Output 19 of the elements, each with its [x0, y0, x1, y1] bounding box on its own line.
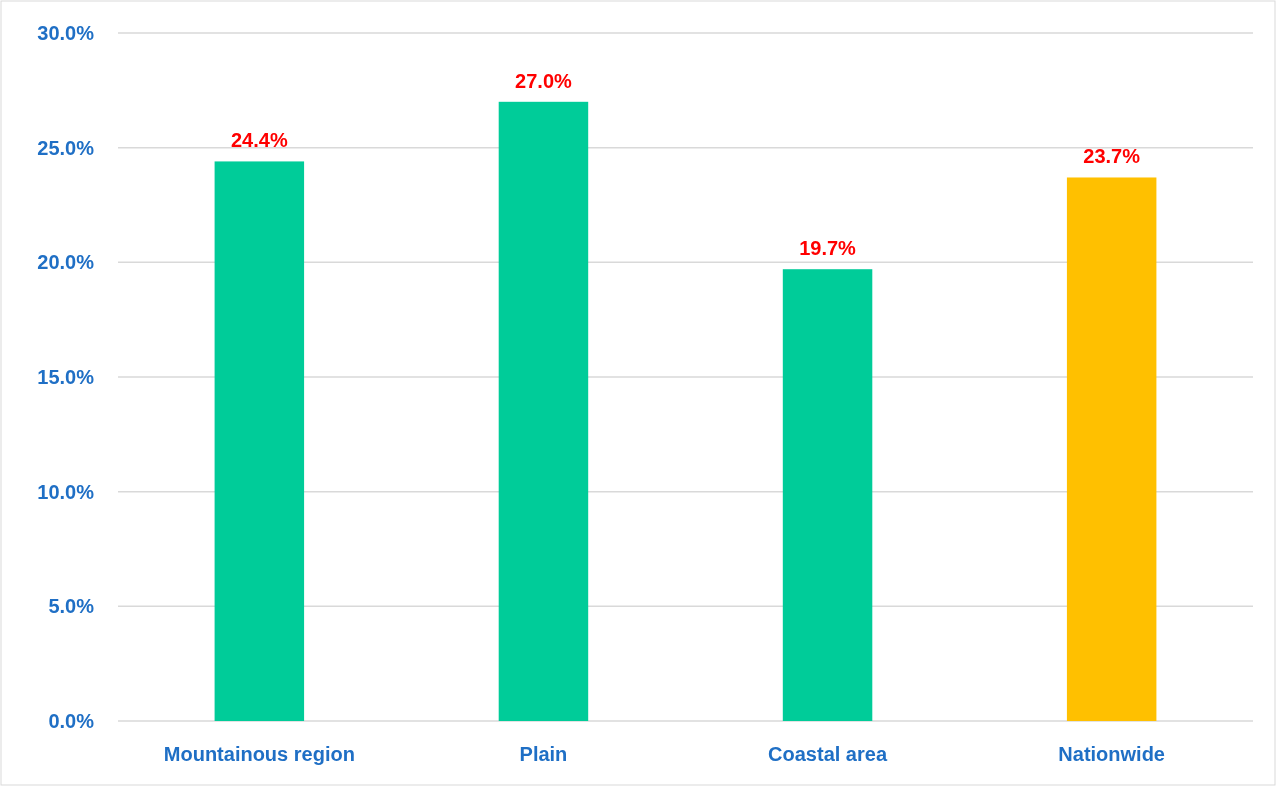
y-tick-label: 0.0% [48, 710, 95, 732]
bar [214, 161, 305, 721]
y-tick-label: 10.0% [37, 480, 95, 503]
bar [498, 101, 589, 721]
y-tick-label: 25.0% [37, 136, 95, 159]
data-label: 23.7% [1083, 145, 1141, 168]
data-label: 24.4% [230, 129, 288, 152]
bar [1066, 177, 1157, 721]
x-tick-label: Plain [519, 743, 568, 765]
x-tick-label: Coastal area [768, 743, 888, 765]
data-label: 27.0% [515, 69, 573, 92]
data-label: 19.7% [799, 237, 857, 260]
x-tick-label: Nationwide [1058, 743, 1165, 765]
y-tick-label: 20.0% [37, 251, 95, 274]
y-tick-label: 5.0% [48, 595, 95, 618]
bar [782, 269, 873, 721]
y-tick-label: 15.0% [37, 366, 95, 388]
x-tick-label: Mountainous region [163, 743, 355, 765]
y-tick-label: 30.0% [37, 22, 95, 44]
